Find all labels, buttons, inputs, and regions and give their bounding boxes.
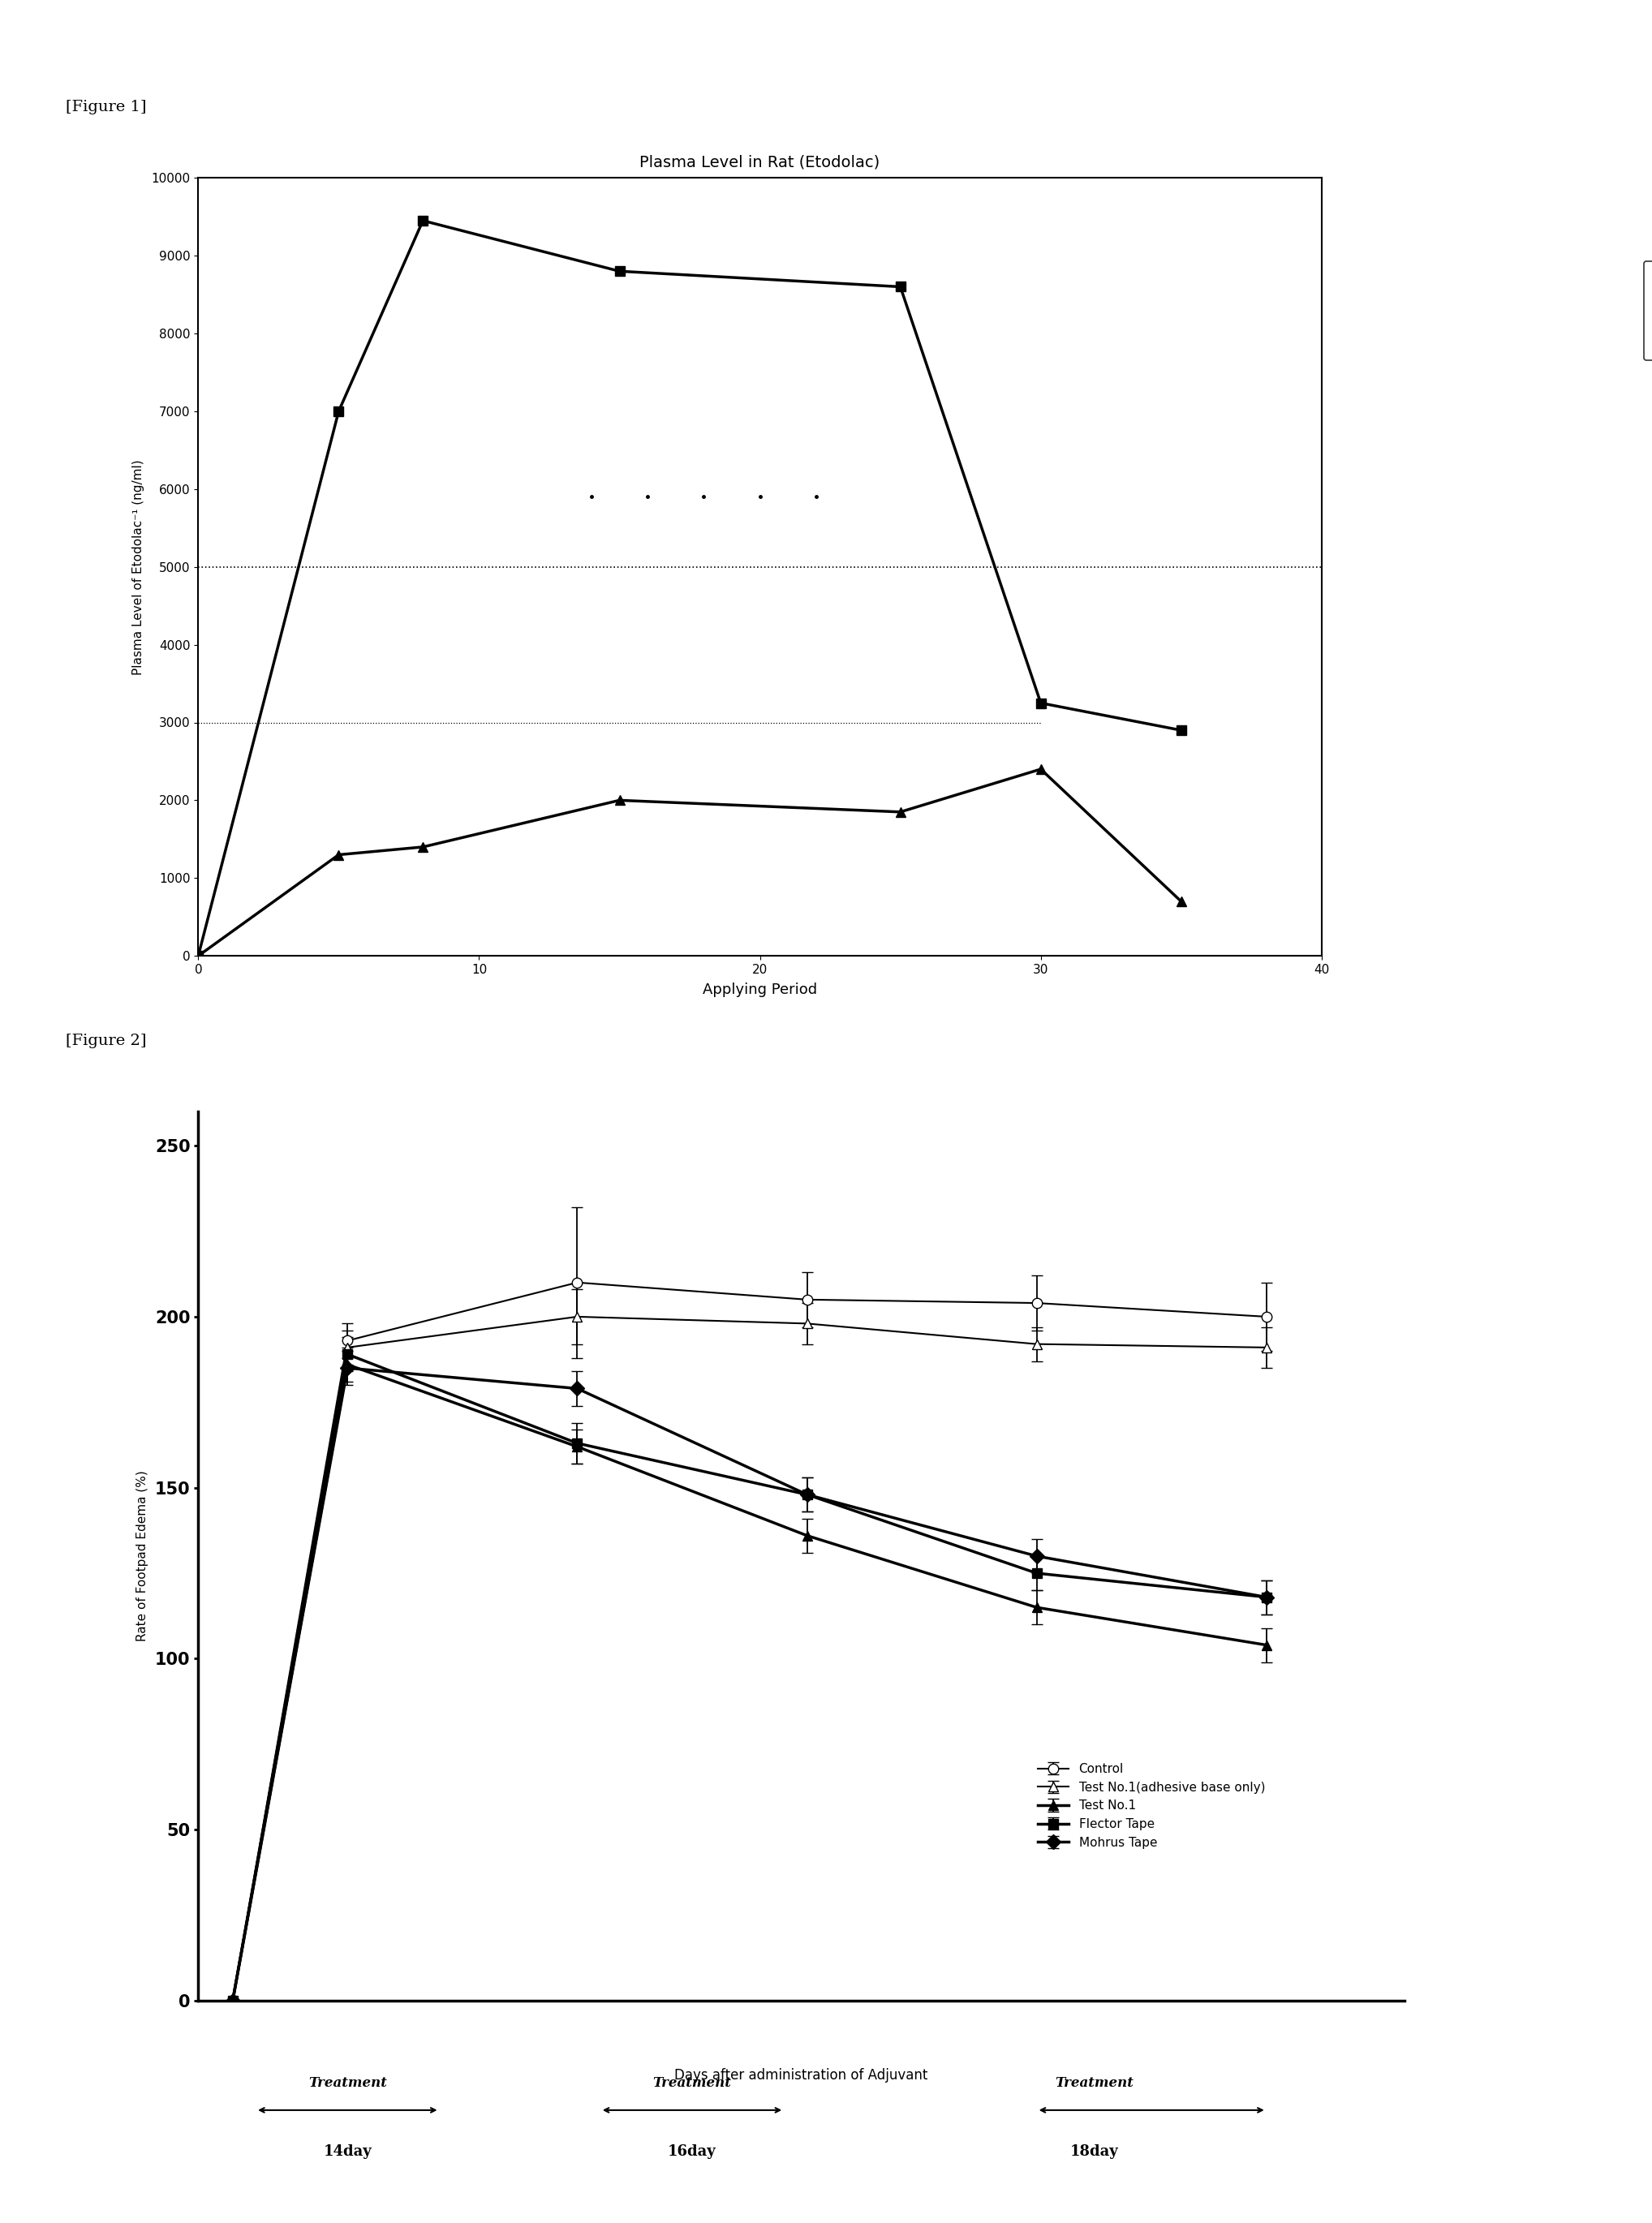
Y-axis label: Plasma Level of Etodolac⁻¹ (ng/ml): Plasma Level of Etodolac⁻¹ (ng/ml) [132,460,144,674]
Text: 14day: 14day [324,2145,372,2159]
Test No.1
(applied for 24hr ) [188,943,208,969]
Test No.1
(applied for 24hr ) [329,398,349,425]
Test No.1
(applied for 24hr ) [610,258,629,285]
Text: [Figure 2]: [Figure 2] [66,1034,147,1049]
Test No.1
(applied for 24hr ) [1171,718,1191,745]
Ref.Example 1 + 3
(applied for 24hr ) [188,943,208,969]
Ref.Example 1 + 3
(applied for 24hr ) [890,798,910,825]
Y-axis label: Rate of Footpad Edema (%): Rate of Footpad Edema (%) [135,1472,149,1641]
Legend: Test No.1
(applied for 24hr ), Ref.Example 1 + 3
(applied for 24hr ): Test No.1 (applied for 24hr ), Ref.Examp… [1644,262,1652,360]
Test No.1
(applied for 24hr ) [413,207,433,233]
Ref.Example 1 + 3
(applied for 24hr ) [610,787,629,814]
Text: Treatment: Treatment [1054,2076,1133,2090]
Ref.Example 1 + 3
(applied for 24hr ) [1031,756,1051,782]
Legend: Control, Test No.1(adhesive base only), Test No.1, Flector Tape, Mohrus Tape: Control, Test No.1(adhesive base only), … [1026,1752,1277,1861]
Text: [Figure 1]: [Figure 1] [66,100,147,116]
Ref.Example 1 + 3
(applied for 24hr ) [329,843,349,869]
Ref.Example 1 + 3
(applied for 24hr ) [1171,889,1191,916]
X-axis label: Days after administration of Adjuvant: Days after administration of Adjuvant [674,2067,928,2083]
Text: 16day: 16day [667,2145,717,2159]
Text: 18day: 18day [1070,2145,1118,2159]
X-axis label: Applying Period: Applying Period [702,983,818,998]
Text: Treatment: Treatment [309,2076,387,2090]
Ref.Example 1 + 3
(applied for 24hr ) [413,834,433,860]
Test No.1
(applied for 24hr ) [1031,689,1051,716]
Title: Plasma Level in Rat (Etodolac): Plasma Level in Rat (Etodolac) [639,153,881,169]
Line: Ref.Example 1 + 3
(applied for 24hr ): Ref.Example 1 + 3 (applied for 24hr ) [193,765,1186,960]
Line: Test No.1
(applied for 24hr ): Test No.1 (applied for 24hr ) [193,216,1186,960]
Text: Treatment: Treatment [653,2076,732,2090]
Test No.1
(applied for 24hr ) [890,273,910,300]
